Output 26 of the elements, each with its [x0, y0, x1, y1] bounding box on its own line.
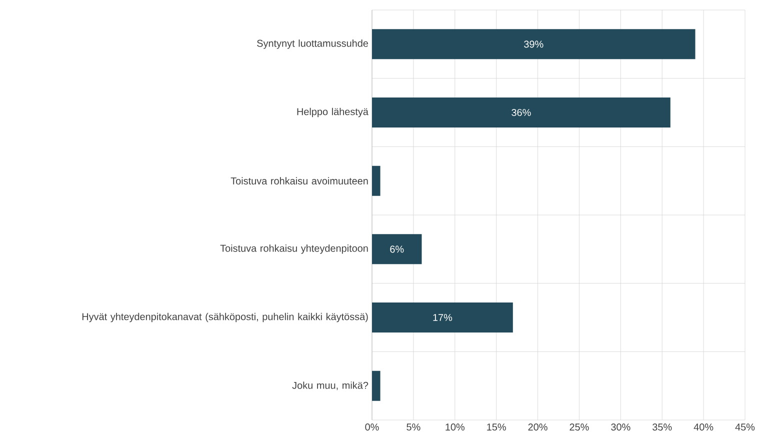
bar	[372, 166, 380, 196]
x-tick-label: 30%	[611, 424, 630, 431]
bar	[372, 370, 380, 401]
y-tick-label: Hyvät yhteydenpitokanavat (sähköposti, puhelin kaikki käytössä)	[82, 312, 368, 322]
y-tick-label: Joku muu, mikä?	[292, 382, 368, 390]
x-tick-label: 10%	[446, 424, 465, 431]
y-tick-label: Syntynyt luottamussuhde	[257, 40, 368, 49]
bar	[372, 302, 513, 333]
data-label: 6%	[390, 246, 404, 253]
x-tick-label: 15%	[487, 424, 506, 431]
x-tick-label: 20%	[528, 424, 548, 431]
x-tick-label: 35%	[652, 424, 672, 431]
bar	[372, 234, 422, 264]
bar	[372, 29, 696, 60]
bar	[372, 98, 670, 128]
data-label: 39%	[524, 40, 544, 48]
x-tick-label: 40%	[694, 424, 714, 431]
x-tick-label: 45%	[735, 424, 755, 431]
x-tick-label: 5%	[406, 424, 420, 431]
y-tick-label: Toistuva rohkaisu avoimuuteen	[230, 177, 368, 184]
data-label: 36%	[512, 108, 531, 116]
data-label: 17%	[433, 314, 452, 321]
x-tick-label: 25%	[570, 424, 589, 431]
x-tick-label: 0%	[365, 424, 379, 431]
y-tick-label: Helppo lähestyä	[297, 108, 368, 118]
y-tick-label: Toistuva rohkaisu yhteydenpitoon	[220, 244, 368, 254]
